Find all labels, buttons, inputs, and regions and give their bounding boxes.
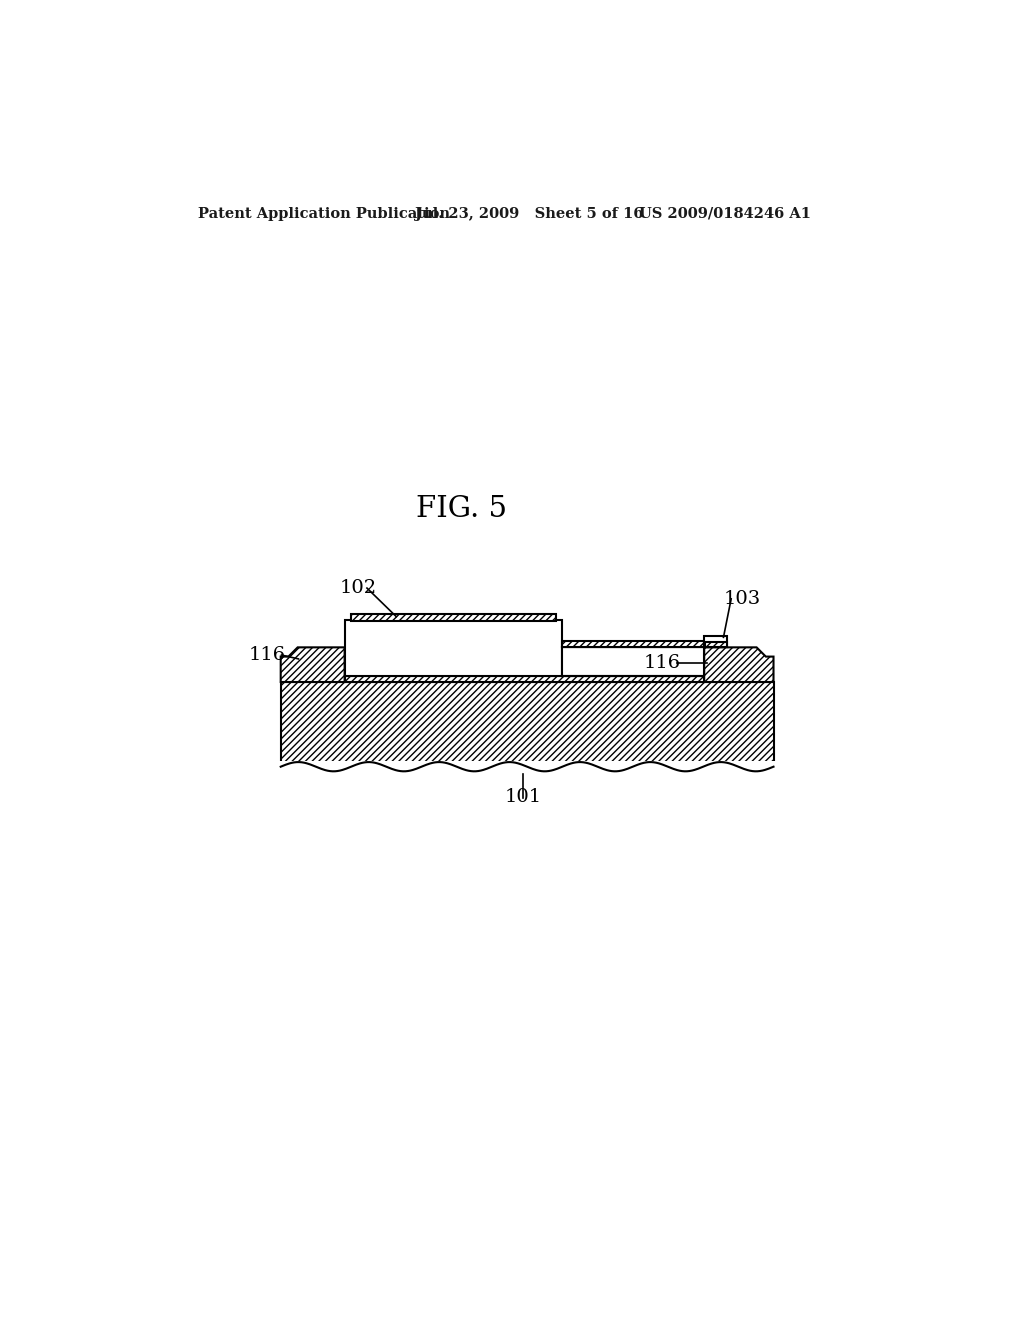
Polygon shape <box>705 636 727 647</box>
Text: 116: 116 <box>643 653 680 672</box>
Polygon shape <box>351 614 556 622</box>
Polygon shape <box>562 642 705 647</box>
Polygon shape <box>276 760 777 775</box>
Text: 101: 101 <box>505 788 542 807</box>
Text: 103: 103 <box>724 590 761 607</box>
Text: 102: 102 <box>339 579 376 597</box>
Polygon shape <box>345 620 562 676</box>
Text: Patent Application Publication: Patent Application Publication <box>199 207 451 220</box>
Polygon shape <box>281 647 345 682</box>
Polygon shape <box>281 682 773 767</box>
Polygon shape <box>345 676 705 682</box>
Polygon shape <box>562 647 705 676</box>
Text: 116: 116 <box>249 645 286 664</box>
Polygon shape <box>705 647 773 682</box>
Polygon shape <box>705 642 727 647</box>
Text: Jul. 23, 2009   Sheet 5 of 16: Jul. 23, 2009 Sheet 5 of 16 <box>416 207 644 220</box>
Text: US 2009/0184246 A1: US 2009/0184246 A1 <box>639 207 811 220</box>
Text: FIG. 5: FIG. 5 <box>416 495 507 523</box>
